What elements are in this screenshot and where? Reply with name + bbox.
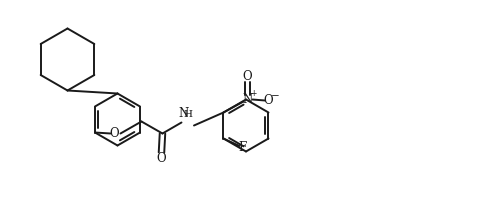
Text: N: N: [242, 93, 253, 106]
Text: O: O: [157, 152, 166, 165]
Text: N: N: [178, 106, 188, 120]
Text: O: O: [109, 127, 119, 140]
Text: O: O: [264, 94, 273, 107]
Text: F: F: [238, 141, 246, 154]
Text: H: H: [183, 110, 192, 119]
Text: O: O: [242, 71, 253, 84]
Text: +: +: [250, 89, 257, 98]
Text: −: −: [271, 91, 280, 100]
